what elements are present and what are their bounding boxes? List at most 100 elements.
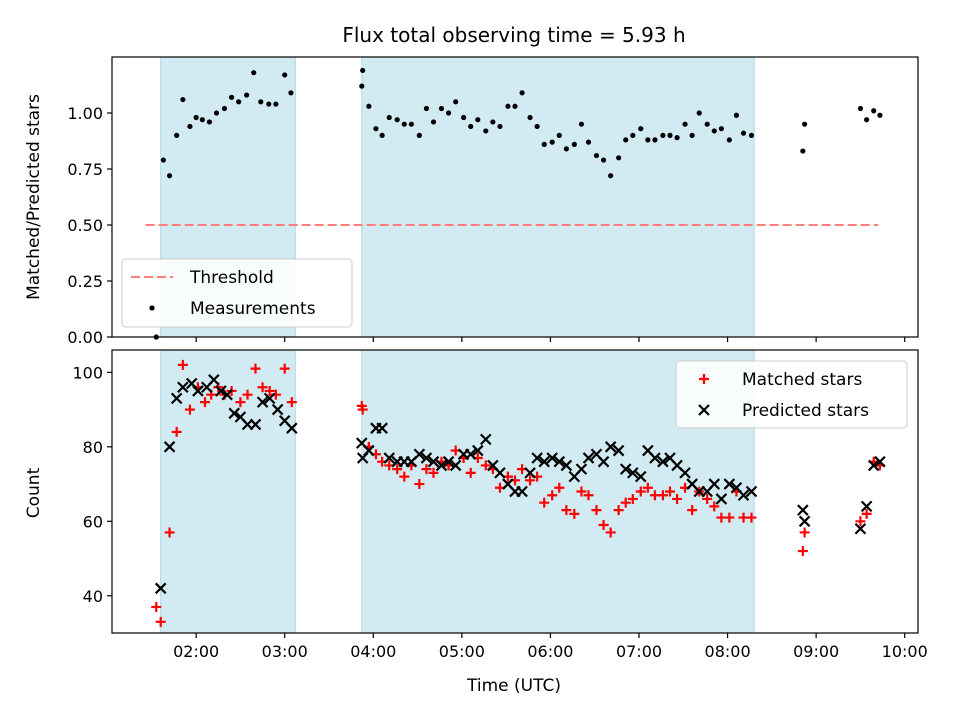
- matched-stars-point-51: [569, 508, 580, 519]
- matched-stars-point-67: [687, 505, 698, 516]
- predicted-stars-point-15: [256, 396, 269, 408]
- matched-stars-point-54: [591, 505, 602, 516]
- measurements-point-7: [193, 114, 199, 121]
- measurements-point-55: [600, 157, 607, 163]
- predicted-stars-point-47: [546, 452, 558, 464]
- matched-stars-point-8: [200, 397, 210, 408]
- matched-stars-point-64: [665, 486, 675, 497]
- predicted-stars-point-30: [420, 452, 433, 464]
- predicted-stars-point-74: [745, 485, 758, 498]
- predicted-stars-point-9: [215, 385, 227, 397]
- top-plot-area: 0.00 0.25 0.50 0.75 1.00 Threshold Measurement…: [67, 56, 919, 347]
- x-tick-label-8: 09:00: [793, 642, 839, 661]
- x-tick-label-5: 06:00: [527, 642, 573, 661]
- matched-stars-point-79: [861, 508, 872, 519]
- measurements-point-30: [416, 132, 422, 138]
- matched-stars-point-65: [672, 493, 683, 504]
- matched-stars-point-55: [598, 520, 609, 531]
- measurements-point-35: [453, 99, 459, 105]
- measurements-point-62: [652, 137, 658, 143]
- measurements-point-14: [244, 92, 250, 98]
- bottom-y-axis-label: Count: [24, 467, 44, 518]
- matched-stars-point-48: [547, 490, 558, 501]
- measurements-point-57: [616, 155, 622, 161]
- measurements-point-20: [288, 90, 294, 96]
- predicted-stars-point-62: [657, 455, 669, 468]
- measurements-point-40: [490, 119, 496, 125]
- top-y-tick-label-1: 0.00: [67, 328, 103, 347]
- top-axes-frame: [111, 56, 919, 338]
- matched-stars-point-2: [155, 616, 166, 627]
- measurements-point-9: [206, 119, 213, 125]
- measurements-point-44: [519, 90, 525, 96]
- measurements-point-69: [704, 121, 710, 127]
- measurements-point-15: [251, 70, 257, 76]
- measurements-point-33: [438, 105, 445, 112]
- matched-stars-point-39: [480, 460, 491, 471]
- predicted-stars-point-1: [154, 582, 167, 595]
- matched-stars-point-27: [392, 464, 403, 475]
- measurements-point-5: [180, 96, 186, 103]
- measurements-point-4: [174, 132, 180, 138]
- matched-stars-point-31: [421, 464, 432, 475]
- measurements-point-32: [430, 119, 437, 125]
- measurements-point-63: [660, 132, 666, 138]
- predicted-stars-point-19: [286, 422, 298, 434]
- measurements-point-23: [366, 103, 372, 109]
- predicted-stars-point-33: [442, 455, 455, 468]
- measurements-point-81: [877, 112, 883, 118]
- predicted-stars-point-65: [679, 467, 691, 479]
- matched-stars-point-69: [702, 493, 713, 504]
- measurements-point-50: [563, 146, 569, 152]
- matched-stars-point-45: [525, 475, 536, 486]
- measurements-point-10: [213, 110, 220, 116]
- bottom-legend-box: [675, 360, 908, 429]
- measurements-point-48: [549, 139, 555, 145]
- measurements-point-12: [228, 94, 235, 100]
- measurements-point-75: [748, 132, 755, 138]
- predicted-stars-point-57: [619, 463, 632, 475]
- legend-predicted-swatch: [698, 404, 710, 416]
- measurements-point-52: [578, 121, 585, 127]
- predicted-stars-point-16: [263, 392, 276, 405]
- matched-stars-point-49: [554, 482, 565, 493]
- matched-stars-point-58: [620, 497, 631, 508]
- matched-stars-point-60: [635, 486, 646, 497]
- matched-stars-point-19: [279, 363, 290, 374]
- predicted-stars-point-24: [376, 422, 388, 434]
- x-tick-label-4: 05:00: [439, 642, 485, 661]
- legend-matched-swatch: [699, 374, 709, 384]
- x-tick-label-2: 03:00: [262, 642, 308, 661]
- predicted-stars-point-10: [221, 388, 233, 401]
- predicted-stars-point-37: [472, 444, 484, 457]
- predicted-stars-point-45: [531, 452, 543, 464]
- measurements-point-68: [696, 110, 702, 116]
- measurements-point-6: [187, 123, 193, 130]
- matched-stars-point-75: [746, 512, 757, 523]
- predicted-stars-point-73: [737, 489, 750, 502]
- measurements-point-2: [160, 157, 166, 163]
- measurements-point-26: [386, 114, 392, 121]
- bottom-y-tick-label-4: 100: [72, 363, 103, 382]
- measurements-point-25: [379, 132, 385, 138]
- predicted-stars-point-56: [612, 444, 625, 457]
- measurements-point-46: [534, 123, 540, 130]
- predicted-stars-point-48: [553, 455, 566, 468]
- matched-stars-point-30: [414, 479, 425, 490]
- measurements-point-73: [733, 112, 740, 118]
- predicted-stars-point-69: [708, 478, 721, 490]
- top-y-tick-label-4: 0.75: [67, 160, 103, 179]
- matched-stars-point-77: [799, 527, 810, 538]
- chart-title: Flux total observing time = 5.93 h: [342, 23, 685, 47]
- matched-stars-point-1: [151, 601, 162, 612]
- matched-stars-point-20: [286, 397, 297, 408]
- predicted-stars-point-36: [464, 448, 477, 461]
- predicted-stars-point-40: [494, 467, 506, 479]
- measurements-point-13: [236, 99, 242, 105]
- predicted-stars-point-55: [604, 441, 617, 453]
- top-y-tick-label-5: 1.00: [67, 104, 103, 123]
- measurements-point-67: [689, 132, 695, 138]
- matched-stars-point-22: [357, 404, 368, 415]
- bottom-axes-frame: [111, 349, 919, 634]
- matched-stars-point-17: [264, 385, 275, 396]
